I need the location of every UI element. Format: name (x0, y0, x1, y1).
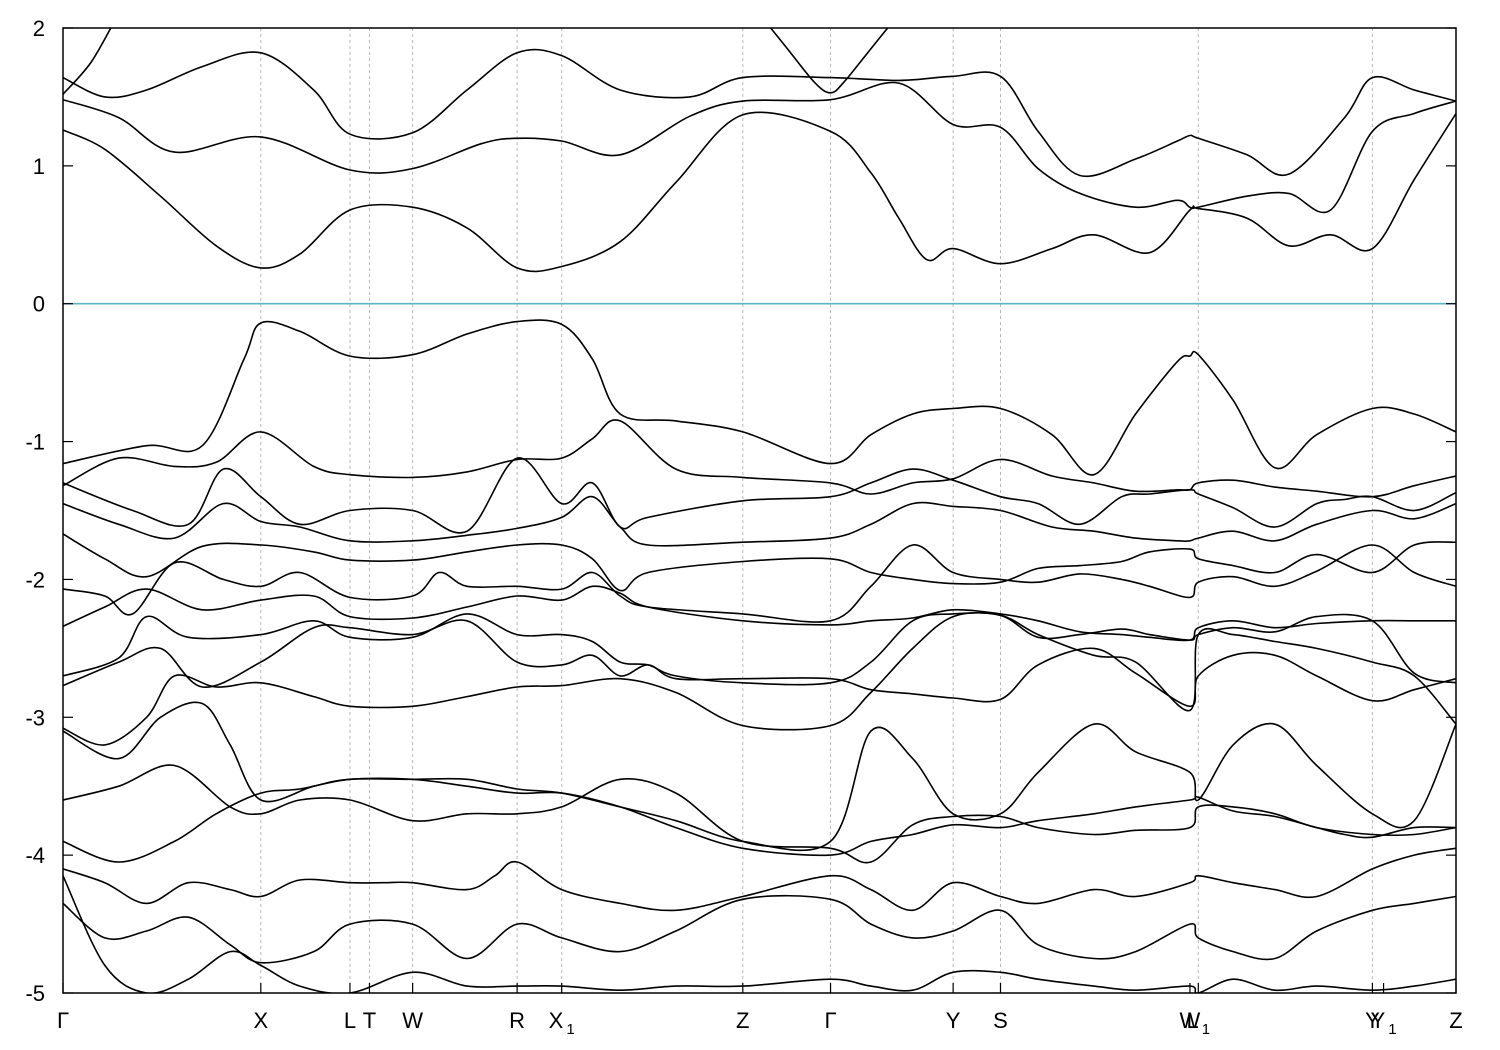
y-tick-label: 2 (33, 16, 45, 41)
band-line-1 (63, 81, 1456, 214)
x-tick-label: Y (1365, 1008, 1380, 1033)
band-line-20 (63, 875, 1456, 993)
x-tick-label: S (993, 1008, 1008, 1033)
x-tick-label: T (363, 1008, 376, 1033)
plot-frame (62, 27, 1457, 994)
band-line-3 (63, 28, 112, 95)
band-line-10 (63, 544, 1456, 623)
band-line-9 (63, 533, 1456, 592)
x-axis-ticks: Γ X L T W R X 1 Z Γ Y S WL 1 YY 1 Z (57, 983, 1463, 1038)
y-tick-label: -5 (25, 981, 45, 1006)
band-line-11 (63, 585, 1456, 642)
y-tick-label: 0 (33, 292, 45, 317)
band-line-4 (769, 28, 889, 94)
band-curves (63, 28, 1456, 993)
y-tick-label: -1 (25, 430, 45, 455)
x-tick-label: W (402, 1008, 423, 1033)
band-line-5 (63, 319, 1456, 476)
y-tick-label: -3 (25, 705, 45, 730)
band-line-13 (63, 619, 1456, 708)
band-line-7 (63, 457, 1456, 534)
y-axis-ticks: 2 1 0 -1 -2 -3 -4 -5 (25, 16, 1456, 1006)
x-tick-label: X (253, 1008, 268, 1033)
x-tick-label: R (509, 1008, 525, 1033)
band-line-18 (63, 847, 1456, 912)
x-tick-label: Z (736, 1008, 749, 1033)
band-line-12 (63, 612, 1456, 686)
band-line-16 (63, 764, 1456, 864)
band-line-19 (63, 894, 1456, 964)
band-line-17 (63, 777, 1456, 863)
x-tick-label: L (344, 1008, 356, 1033)
band-line-2 (63, 48, 1456, 178)
y-tick-label: 1 (33, 154, 45, 179)
y-tick-label: -2 (25, 567, 45, 592)
x-tick-label: Γ (824, 1008, 836, 1033)
y-tick-label: -4 (25, 843, 45, 868)
band-line-6 (63, 419, 1456, 498)
band-line-8 (63, 495, 1456, 547)
band-line-0 (63, 111, 1456, 273)
x-tick-label: Γ (57, 1008, 69, 1033)
x-tick-label: Z (1449, 1008, 1462, 1033)
band-line-14 (63, 611, 1456, 746)
x-tick-label: Y (946, 1008, 961, 1033)
band-line-15 (63, 701, 1456, 852)
x-tick-label: W (1180, 1008, 1201, 1033)
